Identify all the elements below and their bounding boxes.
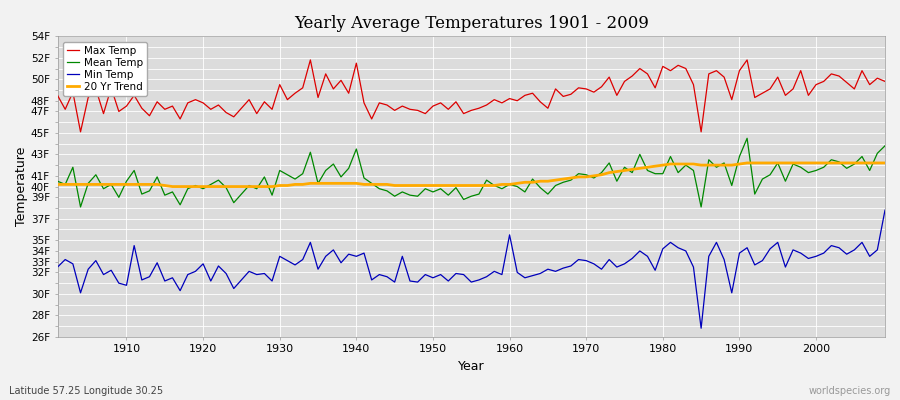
Max Temp [75, 130, 86, 134]
Min Temp [497, 272, 508, 277]
20 Yr Trend [336, 181, 346, 186]
Max Temp [290, 91, 301, 96]
Max Temp [122, 104, 132, 108]
Line: 20 Yr Trend: 20 Yr Trend [58, 163, 885, 186]
20 Yr Trend [113, 182, 124, 187]
Mean Temp [75, 204, 86, 209]
Max Temp [611, 93, 622, 98]
Mean Temp [52, 179, 63, 184]
Min Temp [879, 208, 890, 212]
Mean Temp [742, 136, 752, 141]
Mean Temp [336, 174, 346, 179]
Min Temp [113, 281, 124, 286]
20 Yr Trend [52, 182, 63, 187]
Mean Temp [122, 179, 132, 184]
Min Temp [52, 265, 63, 270]
Max Temp [343, 91, 354, 96]
Line: Mean Temp: Mean Temp [58, 138, 885, 207]
Mean Temp [504, 182, 515, 187]
20 Yr Trend [290, 182, 301, 187]
Legend: Max Temp, Mean Temp, Min Temp, 20 Yr Trend: Max Temp, Mean Temp, Min Temp, 20 Yr Tre… [63, 42, 147, 96]
Max Temp [52, 93, 63, 98]
20 Yr Trend [167, 184, 178, 189]
Mean Temp [512, 184, 523, 189]
Title: Yearly Average Temperatures 1901 - 2009: Yearly Average Temperatures 1901 - 2009 [293, 15, 649, 32]
Line: Min Temp: Min Temp [58, 210, 885, 328]
Max Temp [512, 98, 523, 103]
20 Yr Trend [504, 182, 515, 187]
Min Temp [504, 232, 515, 237]
Y-axis label: Temperature: Temperature [15, 147, 28, 226]
20 Yr Trend [742, 160, 752, 165]
Min Temp [328, 248, 338, 252]
Line: Max Temp: Max Temp [58, 60, 885, 132]
Max Temp [305, 58, 316, 62]
Mean Temp [604, 160, 615, 165]
Min Temp [282, 258, 292, 263]
Max Temp [519, 93, 530, 98]
20 Yr Trend [879, 160, 890, 165]
Text: Latitude 57.25 Longitude 30.25: Latitude 57.25 Longitude 30.25 [9, 386, 163, 396]
20 Yr Trend [512, 181, 523, 186]
Mean Temp [879, 143, 890, 148]
Min Temp [596, 267, 607, 272]
Mean Temp [290, 177, 301, 182]
Min Temp [696, 326, 706, 331]
Max Temp [879, 79, 890, 84]
20 Yr Trend [604, 170, 615, 175]
X-axis label: Year: Year [458, 360, 484, 373]
Text: worldspecies.org: worldspecies.org [809, 386, 891, 396]
